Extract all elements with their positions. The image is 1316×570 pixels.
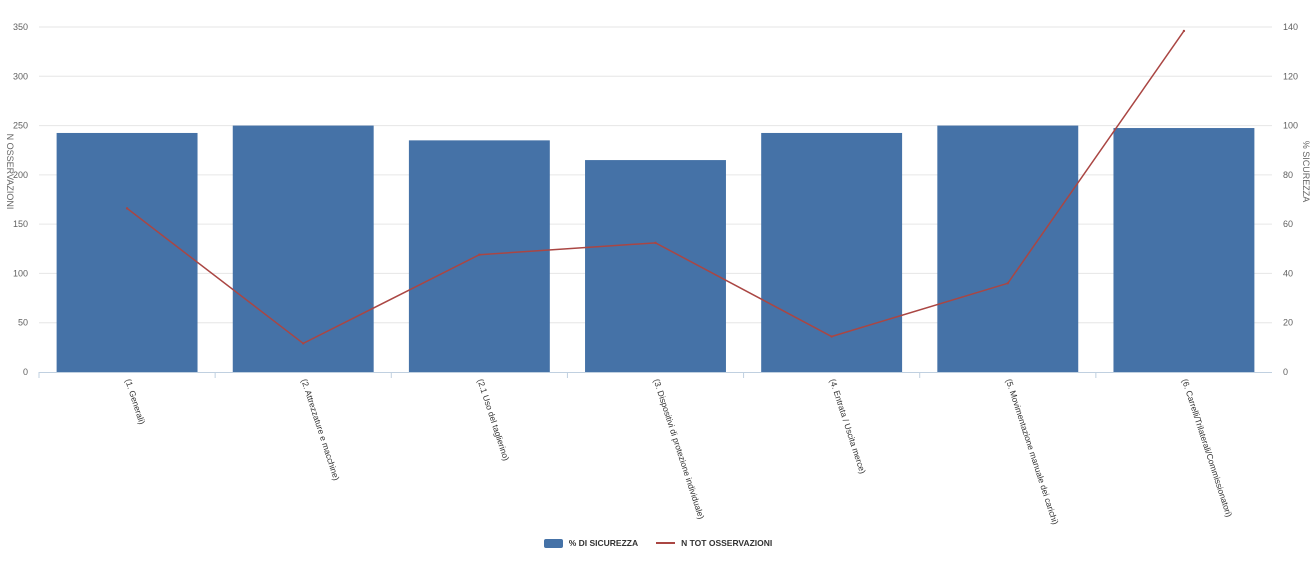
bar: [408, 140, 550, 372]
x-category-label: (5. Movimentazione manuale dei carichi): [1004, 378, 1061, 526]
y-left-axis-title: N OSSERVAZIONI: [5, 134, 15, 210]
bar: [937, 125, 1079, 372]
x-category-label: (3. Dispositivi di protezione individual…: [652, 378, 707, 521]
y-right-tick-label: 100: [1283, 121, 1298, 131]
line-point: [1182, 29, 1186, 33]
y-right-tick-label: 120: [1283, 71, 1298, 81]
line-point: [302, 342, 305, 345]
x-category-label: (6. Carrelli/Trilaterali/Commissionatori…: [1180, 378, 1234, 519]
x-category-label: (2. Attrezzature e macchine): [299, 378, 341, 482]
legend-item-observations[interactable]: N TOT OSSERVAZIONI: [656, 538, 772, 548]
bar: [761, 132, 903, 372]
y-right-tick-label: 60: [1283, 219, 1293, 229]
y-right-tick-label: 80: [1283, 170, 1293, 180]
combo-chart: 0 50 100 150 200 250 300 350 0 20 40 60 80 100 120 140 N…: [5, 22, 1311, 526]
y-right-tick-label: 40: [1283, 268, 1293, 278]
x-category-label: (2.1 Uso del taglierino): [475, 378, 511, 463]
y-left-tick-label: 0: [23, 367, 28, 377]
y-left-tick-label: 100: [13, 268, 28, 278]
legend: % DI SICUREZZA N TOT OSSERVAZIONI: [0, 538, 1316, 548]
y-left-tick-label: 350: [13, 22, 28, 32]
line-point: [125, 207, 129, 210]
line-point: [830, 335, 833, 338]
axes: 0 50 100 150 200 250 300 350 0 20 40 60 80 100 120 140 N…: [5, 22, 1311, 378]
y-left-tick-label: 50: [18, 318, 28, 328]
bar: [585, 160, 726, 372]
legend-bar-swatch: [543, 538, 563, 548]
line-series-total-observations: [125, 29, 1186, 345]
y-right-tick-label: 140: [1283, 22, 1298, 32]
legend-label-observations: N TOT OSSERVAZIONI: [681, 538, 773, 548]
legend-label-safety: % DI SICUREZZA: [568, 538, 639, 548]
y-left-tick-label: 300: [13, 71, 28, 81]
bar: [56, 132, 198, 372]
y-left-tick-label: 150: [13, 219, 28, 229]
bar-series-safety-percent: [56, 125, 1255, 372]
bar: [232, 125, 374, 372]
line-point: [478, 253, 481, 256]
y-right-tick-label: 20: [1283, 318, 1293, 328]
line-point: [654, 241, 657, 245]
legend-item-safety[interactable]: % DI SICUREZZA: [543, 538, 639, 548]
bar: [1113, 128, 1255, 372]
line-point: [1006, 282, 1009, 285]
y-left-tick-label: 250: [13, 121, 28, 131]
x-category-label: (1. Generali): [123, 378, 147, 426]
category-labels: (1. Generali) (2. Attrezzature e macchine…: [123, 378, 1234, 526]
y-left-tick-label: 200: [13, 170, 28, 180]
y-right-axis-title: % SICUREZZA: [1301, 141, 1311, 203]
y-right-tick-label: 0: [1283, 367, 1288, 377]
x-category-label: (4. Entrata / Uscita merce): [828, 378, 868, 476]
legend-line-swatch: [656, 542, 676, 544]
